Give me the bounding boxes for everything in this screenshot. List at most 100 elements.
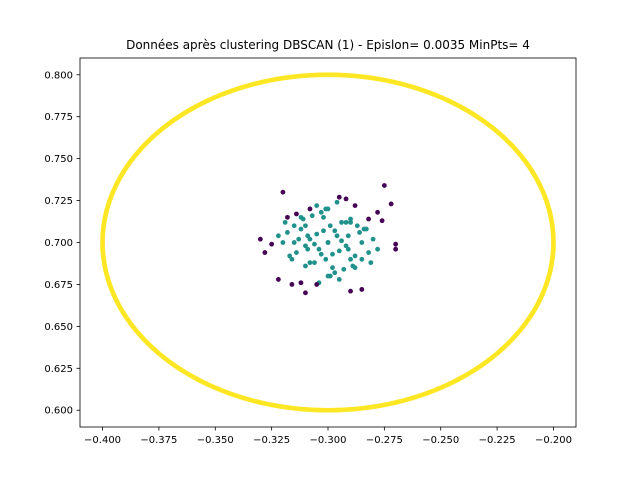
y-tick-label: 0.800 xyxy=(44,70,73,81)
core-point xyxy=(354,223,360,229)
noise-cluster xyxy=(257,183,399,296)
noise-point xyxy=(314,282,320,287)
core-point xyxy=(352,253,358,259)
core-point xyxy=(276,233,281,239)
core-point xyxy=(343,219,349,225)
core-point xyxy=(368,260,374,266)
core-point xyxy=(352,265,358,271)
core-point xyxy=(294,250,299,255)
noise-point xyxy=(307,206,313,212)
core-point xyxy=(307,260,313,266)
core-point xyxy=(375,246,380,252)
y-tick-label: 0.600 xyxy=(44,406,73,417)
core-point xyxy=(359,256,365,262)
noise-point xyxy=(352,203,358,209)
noise-point xyxy=(393,241,399,247)
noise-point xyxy=(366,216,371,222)
core-point xyxy=(316,246,322,252)
ring-cluster xyxy=(100,72,556,413)
y-axis: 0.600 0.625 0.650 0.675 0.700 0.725 0.750 0.775… xyxy=(44,70,80,417)
core-point xyxy=(305,246,311,252)
noise-point xyxy=(348,288,353,294)
x-tick-label: −0.375 xyxy=(140,435,177,446)
core-point xyxy=(282,219,288,225)
y-tick-label: 0.700 xyxy=(44,238,73,249)
noise-point xyxy=(294,211,299,217)
noise-point xyxy=(289,282,295,287)
core-cluster xyxy=(276,199,380,286)
core-point xyxy=(305,233,311,239)
x-tick-label: −0.225 xyxy=(479,435,516,446)
core-point xyxy=(298,226,304,232)
x-tick-label: −0.200 xyxy=(535,435,572,446)
core-point xyxy=(359,240,365,245)
core-point xyxy=(303,243,308,249)
y-tick-label: 0.625 xyxy=(44,364,73,375)
noise-point xyxy=(379,218,385,224)
core-point xyxy=(318,209,324,215)
core-point xyxy=(312,260,317,266)
noise-point xyxy=(262,250,268,255)
x-tick-label: −0.400 xyxy=(84,435,121,446)
core-point xyxy=(363,226,369,232)
core-point xyxy=(370,236,376,242)
noise-point xyxy=(285,214,290,220)
x-tick-label: −0.300 xyxy=(309,435,346,446)
core-point xyxy=(336,248,342,254)
core-point xyxy=(321,214,326,220)
y-tick-label: 0.650 xyxy=(44,322,73,333)
core-point xyxy=(330,251,335,257)
core-point xyxy=(298,214,304,220)
core-point xyxy=(327,223,333,229)
chart-title: Données après clustering DBSCAN (1) - Ep… xyxy=(126,38,530,52)
core-point xyxy=(291,223,297,229)
core-point xyxy=(345,246,351,252)
core-point xyxy=(343,243,349,249)
noise-point xyxy=(381,183,387,188)
core-point xyxy=(309,213,315,219)
x-tick-label: −0.275 xyxy=(366,435,403,446)
noise-point xyxy=(336,194,342,200)
core-point xyxy=(332,270,338,276)
y-tick-label: 0.675 xyxy=(44,280,73,291)
core-point xyxy=(325,240,331,245)
core-point xyxy=(280,240,286,245)
noise-point xyxy=(276,277,281,282)
core-point xyxy=(345,233,351,239)
x-tick-label: −0.350 xyxy=(197,435,234,446)
core-point xyxy=(348,256,353,262)
y-tick-label: 0.750 xyxy=(44,154,73,165)
noise-point xyxy=(280,189,286,195)
core-point xyxy=(366,250,371,255)
core-point xyxy=(307,236,313,242)
core-point xyxy=(314,203,320,209)
core-point xyxy=(357,230,362,235)
core-point xyxy=(330,265,335,271)
core-point xyxy=(339,219,344,225)
core-point xyxy=(332,228,338,234)
x-tick-label: −0.325 xyxy=(253,435,290,446)
core-point xyxy=(334,199,340,205)
ring-point xyxy=(551,241,556,247)
core-point xyxy=(323,206,329,212)
noise-point xyxy=(257,236,263,242)
core-point xyxy=(327,273,333,279)
x-tick-label: −0.250 xyxy=(422,435,459,446)
noise-point xyxy=(343,196,349,202)
core-point xyxy=(285,230,290,235)
core-point xyxy=(348,216,353,222)
core-point xyxy=(318,251,324,257)
core-point xyxy=(321,228,326,234)
noise-point xyxy=(375,209,380,215)
noise-point xyxy=(269,241,275,247)
core-point xyxy=(296,236,302,242)
core-point xyxy=(303,223,308,229)
core-point xyxy=(348,219,353,225)
y-tick-label: 0.725 xyxy=(44,196,73,207)
core-point xyxy=(287,253,293,259)
noise-point xyxy=(298,280,304,286)
noise-point xyxy=(359,287,365,292)
core-point xyxy=(341,266,347,272)
core-point xyxy=(336,277,342,282)
